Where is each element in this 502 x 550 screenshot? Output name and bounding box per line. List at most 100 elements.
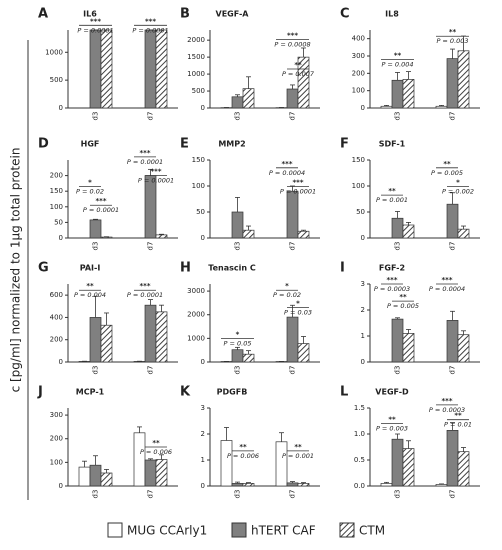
p-value: P = 0.01: [444, 421, 472, 429]
p-value: P = 0.0001: [83, 206, 119, 214]
bar: [275, 441, 288, 487]
significance-stars: **: [449, 28, 457, 36]
bar: [402, 79, 415, 109]
x-tick-label: d3: [394, 112, 402, 121]
panel-title: HGF: [81, 140, 100, 149]
y-tick-label: 0.0: [354, 482, 365, 490]
y-tick-label: 1.5: [354, 404, 365, 412]
legend-swatch: [107, 522, 123, 538]
x-tick-label: d3: [234, 366, 242, 375]
y-tick-label: 2: [361, 306, 365, 314]
y-tick-label: 0: [59, 234, 63, 242]
bar: [402, 333, 415, 363]
significance-stars: ***: [293, 179, 304, 187]
significance-stars: ***: [145, 17, 156, 25]
panel-title: PDGFB: [217, 388, 248, 397]
x-tick-label: d7: [449, 242, 457, 251]
y-tick-label: 3: [361, 280, 365, 288]
panel-title: VEGF-A: [216, 10, 250, 19]
bar: [380, 483, 393, 487]
y-tick-label: 2: [201, 430, 205, 438]
significance-stars: ***: [387, 276, 398, 284]
panel-letter: K: [180, 385, 191, 400]
bar: [457, 334, 470, 363]
x-tick-label: d7: [147, 490, 155, 499]
panel-letter: D: [38, 137, 49, 152]
bar: [100, 324, 113, 363]
y-tick-label: 0: [361, 104, 365, 112]
significance-stars: ***: [151, 168, 162, 176]
y-tick-label: 1000: [45, 48, 63, 56]
bar: [446, 58, 459, 109]
x-tick-label: d7: [449, 366, 457, 375]
y-tick-label: 1000: [187, 70, 205, 78]
x-tick-label: d3: [234, 242, 242, 251]
significance-stars: **: [239, 443, 247, 451]
bar: [446, 430, 459, 487]
x-tick-label: d3: [234, 112, 242, 121]
p-value: P = 0.007: [282, 70, 315, 78]
y-tick-label: 0: [201, 482, 205, 490]
p-value: P = 0.003: [376, 425, 408, 433]
bar: [380, 105, 393, 109]
p-value: P = 0.001: [376, 196, 408, 204]
significance-stars: **: [454, 412, 462, 420]
bar: [100, 236, 113, 239]
panel-title: MMP2: [218, 140, 245, 149]
y-tick-label: 1: [201, 456, 205, 464]
bar: [155, 459, 168, 487]
p-value: P = 0.004: [381, 61, 413, 69]
legend-swatch: [339, 522, 355, 538]
significance-stars: ***: [287, 31, 298, 39]
p-value: P = 0.003: [436, 37, 468, 45]
significance-stars: **: [152, 439, 160, 447]
bar: [435, 484, 448, 487]
bar: [297, 483, 310, 487]
p-value: P = 0.0001: [77, 26, 113, 34]
y-tick-label: 1000: [187, 334, 205, 342]
bar: [231, 96, 244, 109]
p-value: P = 0.0004: [269, 169, 305, 177]
y-tick-label: 300: [352, 52, 365, 60]
y-tick-label: 300: [50, 411, 63, 419]
y-tick-label: 1.0: [354, 430, 365, 438]
bar: [78, 466, 91, 487]
y-tick-label: 200: [50, 435, 63, 443]
y-tick-label: 3: [201, 404, 205, 412]
y-tick-label: 0: [59, 104, 63, 112]
significance-stars: *: [456, 179, 460, 187]
x-tick-label: d7: [289, 366, 297, 375]
y-tick-label: 0: [201, 104, 205, 112]
y-tick-label: 0.5: [354, 456, 365, 464]
bar: [231, 211, 244, 239]
y-tick-label: 2000: [187, 311, 205, 319]
bar: [402, 224, 415, 239]
bar: [231, 349, 244, 363]
significance-stars: **: [294, 443, 302, 451]
y-tick-label: 1500: [187, 53, 205, 61]
p-value: P = 0.0003: [374, 285, 410, 293]
panel-letter: G: [38, 261, 49, 276]
y-tick-label: 400: [50, 313, 63, 321]
x-tick-label: d7: [147, 242, 155, 251]
y-tick-label: 500: [50, 76, 63, 84]
x-tick-label: d3: [234, 490, 242, 499]
p-value: P = 0.0004: [429, 285, 465, 293]
legend-swatch: [231, 522, 247, 538]
y-tick-label: 100: [50, 458, 63, 466]
significance-stars: ***: [442, 276, 453, 284]
x-tick-label: d3: [394, 490, 402, 499]
y-tick-label: 50: [196, 208, 205, 216]
x-tick-label: d7: [147, 112, 155, 121]
significance-stars: **: [388, 416, 396, 424]
panel-title: FGF-2: [379, 264, 405, 273]
bar: [391, 79, 404, 109]
significance-stars: **: [294, 61, 302, 69]
significance-stars: ***: [140, 282, 151, 290]
y-axis-label: c [pg/ml] normalized to 1µg total protei…: [9, 148, 23, 393]
panel-title: VEGF-D: [375, 388, 409, 397]
bar: [391, 438, 404, 487]
y-tick-label: 600: [50, 291, 63, 299]
bar: [297, 343, 310, 363]
y-tick-label: 100: [352, 87, 365, 95]
